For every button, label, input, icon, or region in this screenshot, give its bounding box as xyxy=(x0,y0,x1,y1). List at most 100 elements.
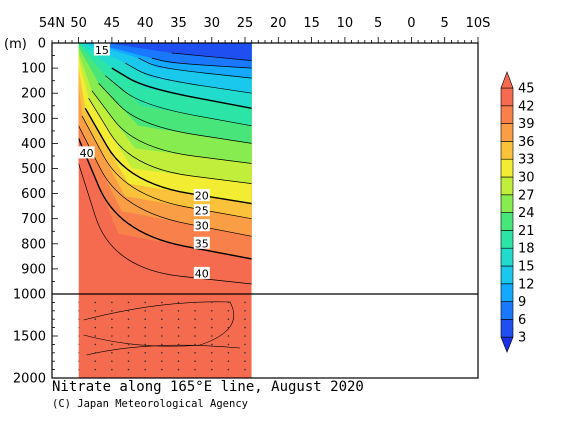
sample-dot xyxy=(161,352,163,354)
colorbar-segment xyxy=(500,194,514,213)
contour-line-24 xyxy=(91,90,252,164)
x-tick-label: 50 xyxy=(70,16,87,31)
sample-dot xyxy=(111,368,113,371)
y-tick-label: 700 xyxy=(21,212,46,227)
sample-dot xyxy=(244,326,246,329)
colorbar-tick-label: 24 xyxy=(518,206,535,221)
sample-dot xyxy=(194,368,196,371)
colorbar-tick-label: 30 xyxy=(518,171,535,186)
y-axis: 0 100 200 300 400 500 600 700 800 900 1000 1500 2000 xyxy=(13,37,58,387)
sample-dot xyxy=(161,343,163,346)
sample-dot xyxy=(177,310,180,312)
colorbar-tick-label: 3 xyxy=(518,331,526,346)
sample-dot xyxy=(211,352,213,354)
contour-line-42 xyxy=(78,163,252,285)
colorbar-segment xyxy=(500,105,514,124)
sample-dot xyxy=(78,301,80,304)
x-tick-label: 54N xyxy=(39,16,65,31)
sample-dot xyxy=(78,318,80,320)
sample-dot xyxy=(127,360,130,363)
contour-label-bg xyxy=(193,266,210,279)
colorbar-tick-label: 15 xyxy=(518,260,535,275)
contour-label-bg xyxy=(193,189,210,202)
sample-dot xyxy=(161,301,163,304)
sample-dot xyxy=(227,360,230,363)
sample-dot xyxy=(127,301,130,304)
x-tick-label: 35 xyxy=(170,16,187,31)
contour-line-15 xyxy=(111,67,252,109)
credit-line: (C) Japan Meteorological Agency xyxy=(52,398,248,410)
sample-dot xyxy=(111,352,113,354)
sample-dot xyxy=(177,335,180,337)
colorbar-segment xyxy=(500,141,514,160)
sample-dot xyxy=(244,310,246,312)
sample-dot xyxy=(194,352,196,354)
colorbar-tick-label: 18 xyxy=(518,242,535,257)
contour-label: 30 xyxy=(195,220,209,233)
sample-dot xyxy=(144,310,146,312)
chart-title: Nitrate along 165°E line, August 2020 xyxy=(52,379,364,395)
sample-dot xyxy=(144,360,146,363)
sample-dot xyxy=(127,343,130,346)
x-tick-label: 10S xyxy=(466,16,491,31)
contour-line-9 xyxy=(138,57,252,79)
y-tick-label: 600 xyxy=(21,187,46,202)
sample-dot xyxy=(227,301,230,304)
y-tick-label: 1000 xyxy=(13,288,46,303)
sample-dot xyxy=(244,352,246,354)
sample-dot xyxy=(144,335,146,337)
sample-dot xyxy=(211,360,213,363)
x-tick-label: 5 xyxy=(441,16,449,31)
contour-label-bg xyxy=(193,236,210,249)
x-tick-label: 0 xyxy=(407,16,415,31)
sample-dot xyxy=(144,368,146,371)
x-tick-label: 45 xyxy=(104,16,121,31)
colorbar-tick-label: 33 xyxy=(518,153,535,168)
contour-line-3 xyxy=(171,52,252,61)
sample-dot xyxy=(94,318,97,321)
sample-dot xyxy=(78,335,80,337)
sample-dot xyxy=(227,318,230,321)
contour-labels: 15 40 20 25 30 35 40 xyxy=(78,43,210,280)
colorbar-low-arrow xyxy=(500,336,514,354)
sample-dot xyxy=(194,310,196,312)
sample-dot xyxy=(94,352,97,354)
x-axis: 54N 50 45 40 35 30 25 20 15 10 5 0 5 10S xyxy=(39,16,491,43)
colorbar-segment xyxy=(500,123,514,142)
nitrate-field xyxy=(78,43,252,378)
sample-dot xyxy=(111,343,113,346)
colorbar-segment xyxy=(500,230,514,249)
sample-dot xyxy=(127,310,130,312)
sample-dot xyxy=(161,360,163,363)
colorbar-tick-label: 6 xyxy=(518,313,526,328)
sample-dot xyxy=(244,368,246,371)
sample-dot xyxy=(94,343,97,346)
y-tick-label: 500 xyxy=(21,162,46,177)
sample-dot xyxy=(211,368,213,371)
sample-dot xyxy=(194,343,196,346)
colorbar-tick-label: 27 xyxy=(518,188,535,203)
contour-label: 40 xyxy=(195,267,209,280)
sample-dot xyxy=(194,326,196,329)
y-tick-label: 800 xyxy=(21,237,46,252)
sample-dot xyxy=(227,326,230,329)
colorbar-segment xyxy=(500,158,514,178)
colorbar-segment xyxy=(500,283,514,302)
sample-dot xyxy=(211,343,213,346)
contour-label: 40 xyxy=(80,147,94,160)
sample-dot xyxy=(161,326,163,329)
sample-dot xyxy=(78,368,80,371)
x-tick-label: 20 xyxy=(270,16,287,31)
y-axis-unit-label: (m) xyxy=(4,37,27,52)
contour-label: 25 xyxy=(195,205,209,218)
sample-dot xyxy=(111,360,113,363)
sample-dot xyxy=(111,301,113,304)
deep-contour-1 xyxy=(86,344,241,356)
station-dots xyxy=(78,301,246,371)
sample-dot xyxy=(177,360,180,363)
contour-label-bg xyxy=(193,219,210,232)
sample-dot xyxy=(144,326,146,329)
sample-dot xyxy=(177,368,180,371)
contour-line-18 xyxy=(105,75,252,127)
